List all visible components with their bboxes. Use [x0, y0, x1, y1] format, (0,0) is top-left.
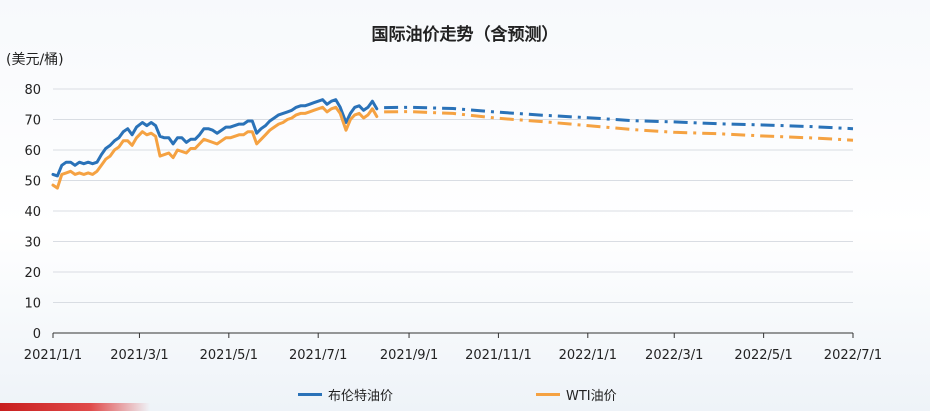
- x-tick-label-8: 2022/5/1: [734, 348, 792, 363]
- x-tick-label-9: 2022/7/1: [824, 348, 882, 363]
- y-tick-label-30: 30: [24, 236, 41, 251]
- legend-item-brent: 布伦特油价: [298, 385, 393, 404]
- y-tick-label-40: 40: [24, 205, 41, 220]
- y-axis-unit-label: (美元/桶): [6, 52, 64, 68]
- y-tick-label-70: 70: [24, 114, 41, 129]
- y-tick-label-50: 50: [24, 175, 41, 190]
- x-tick-label-5: 2021/11/1: [465, 348, 532, 363]
- legend-swatch-wti: [536, 393, 560, 396]
- decorative-corner-band: [0, 403, 150, 411]
- x-tick-label-6: 2022/1/1: [559, 348, 617, 363]
- legend-label-wti: WTI油价: [566, 389, 617, 404]
- series-line-brent-actual: [51, 98, 379, 178]
- legend-label-brent: 布伦特油价: [328, 389, 394, 404]
- x-tick-label-7: 2022/3/1: [645, 348, 703, 363]
- legend-item-wti: WTI油价: [536, 385, 617, 404]
- x-tick-label-3: 2021/7/1: [289, 348, 347, 363]
- legend-swatch-brent: [298, 393, 322, 396]
- x-tick-label-4: 2021/9/1: [380, 348, 438, 363]
- y-tick-label-10: 10: [24, 297, 41, 312]
- y-tick-label-0: 0: [33, 327, 41, 342]
- series-line-wti-actual: [51, 105, 379, 190]
- y-tick-label-80: 80: [24, 83, 41, 98]
- x-tick-label-2: 2021/5/1: [200, 348, 258, 363]
- series-line-brent-forecast: [384, 105, 854, 131]
- x-tick-label-0: 2021/1/1: [24, 348, 82, 363]
- series-line-wti-forecast: [384, 110, 854, 142]
- y-tick-label-20: 20: [24, 266, 41, 281]
- y-tick-label-60: 60: [24, 144, 41, 159]
- x-tick-label-1: 2021/3/1: [110, 348, 168, 363]
- chart-title: 国际油价走势（含预测）: [371, 25, 559, 45]
